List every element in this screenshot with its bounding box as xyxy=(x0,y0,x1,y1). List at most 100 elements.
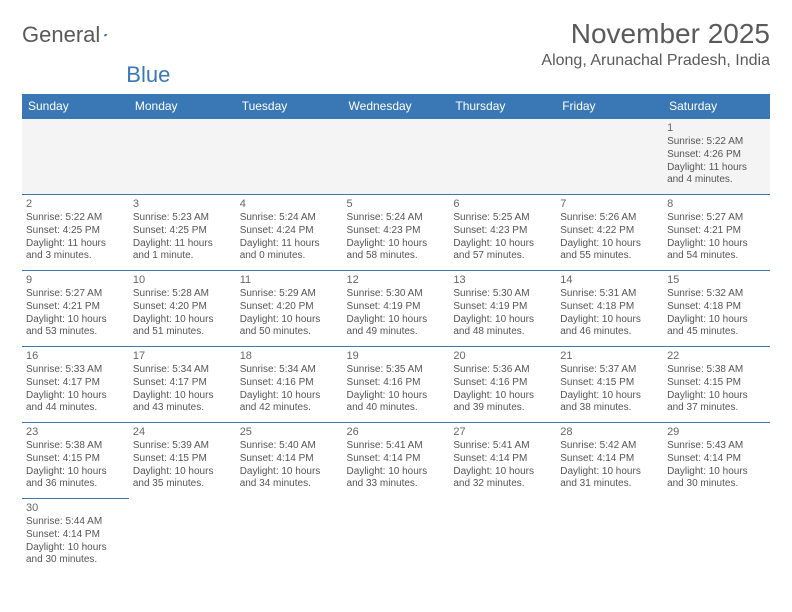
day-number: 4 xyxy=(240,197,339,211)
day-cell: 29Sunrise: 5:43 AMSunset: 4:14 PMDayligh… xyxy=(663,423,770,499)
day-number: 1 xyxy=(667,121,766,135)
day-number: 26 xyxy=(347,425,446,439)
day-number: 20 xyxy=(453,349,552,363)
sunrise-text: Sunrise: 5:24 AM xyxy=(347,212,446,225)
sunrise-text: Sunrise: 5:36 AM xyxy=(453,364,552,377)
dayhead-mon: Monday xyxy=(129,94,236,119)
sunset-text: Sunset: 4:15 PM xyxy=(133,453,232,466)
week-row: 9Sunrise: 5:27 AMSunset: 4:21 PM Daylight… xyxy=(22,271,770,347)
day-cell xyxy=(22,119,129,195)
dayhead-fri: Friday xyxy=(556,94,663,119)
sunrise-text: Sunrise: 5:28 AM xyxy=(133,288,232,301)
daylight-text: Daylight: 10 hours and 30 minutes. xyxy=(667,466,766,492)
day-number: 12 xyxy=(347,273,446,287)
day-number: 14 xyxy=(560,273,659,287)
dayhead-thu: Thursday xyxy=(449,94,556,119)
day-cell: 4Sunrise: 5:24 AMSunset: 4:24 PMDaylight… xyxy=(236,195,343,271)
day-cell: 11Sunrise: 5:29 AMSunset: 4:20 PMDayligh… xyxy=(236,271,343,347)
day-cell: 20Sunrise: 5:36 AMSunset: 4:16 PMDayligh… xyxy=(449,347,556,423)
day-cell: 5Sunrise: 5:24 AMSunset: 4:23 PMDaylight… xyxy=(343,195,450,271)
dayhead-sat: Saturday xyxy=(663,94,770,119)
sunset-text: Sunset: 4:18 PM xyxy=(560,301,659,314)
sunset-text: Sunset: 4:24 PM xyxy=(240,225,339,238)
logo-text-1: General xyxy=(22,22,100,48)
sunrise-text: Sunrise: 5:24 AM xyxy=(240,212,339,225)
daylight-text: Daylight: 10 hours and 44 minutes. xyxy=(26,390,125,416)
day-number: 3 xyxy=(133,197,232,211)
title-block: November 2025 Along, Arunachal Pradesh, … xyxy=(541,18,770,70)
sunrise-text: Sunrise: 5:25 AM xyxy=(453,212,552,225)
daylight-text: Daylight: 10 hours and 31 minutes. xyxy=(560,466,659,492)
day-number: 28 xyxy=(560,425,659,439)
sunrise-text: Sunrise: 5:23 AM xyxy=(133,212,232,225)
daylight-text: Daylight: 10 hours and 49 minutes. xyxy=(347,314,446,340)
sunrise-text: Sunrise: 5:42 AM xyxy=(560,440,659,453)
sunset-text: Sunset: 4:14 PM xyxy=(453,453,552,466)
daylight-text: Daylight: 10 hours and 46 minutes. xyxy=(560,314,659,340)
sunset-text: Sunset: 4:14 PM xyxy=(667,453,766,466)
day-number: 18 xyxy=(240,349,339,363)
day-number: 8 xyxy=(667,197,766,211)
day-cell: 25Sunrise: 5:40 AMSunset: 4:14 PMDayligh… xyxy=(236,423,343,499)
calendar-page: General November 2025 Along, Arunachal P… xyxy=(0,0,792,593)
sunrise-text: Sunrise: 5:31 AM xyxy=(560,288,659,301)
daylight-text: Daylight: 10 hours and 54 minutes. xyxy=(667,238,766,264)
day-number: 17 xyxy=(133,349,232,363)
daylight-text: Daylight: 11 hours and 3 minutes. xyxy=(26,238,125,264)
day-number: 7 xyxy=(560,197,659,211)
sunrise-text: Sunrise: 5:22 AM xyxy=(667,136,766,149)
day-number: 21 xyxy=(560,349,659,363)
sunrise-text: Sunrise: 5:40 AM xyxy=(240,440,339,453)
daylight-text: Daylight: 10 hours and 43 minutes. xyxy=(133,390,232,416)
sunrise-text: Sunrise: 5:34 AM xyxy=(240,364,339,377)
sunrise-text: Sunrise: 5:30 AM xyxy=(347,288,446,301)
day-number: 19 xyxy=(347,349,446,363)
sunrise-text: Sunrise: 5:43 AM xyxy=(667,440,766,453)
day-cell: 30Sunrise: 5:44 AMSunset: 4:14 PMDayligh… xyxy=(22,499,129,575)
day-number: 9 xyxy=(26,273,125,287)
sunset-text: Sunset: 4:21 PM xyxy=(667,225,766,238)
day-cell: 14Sunrise: 5:31 AMSunset: 4:18 PMDayligh… xyxy=(556,271,663,347)
day-cell: 1Sunrise: 5:22 AMSunset: 4:26 PMDaylight… xyxy=(663,119,770,195)
sunrise-text: Sunrise: 5:35 AM xyxy=(347,364,446,377)
week-row: 2Sunrise: 5:22 AMSunset: 4:25 PMDaylight… xyxy=(22,195,770,271)
daylight-text: Daylight: 10 hours and 34 minutes. xyxy=(240,466,339,492)
sunset-text: Sunset: 4:20 PM xyxy=(133,301,232,314)
sunrise-text: Sunrise: 5:44 AM xyxy=(26,516,125,529)
daylight-text: Daylight: 10 hours and 58 minutes. xyxy=(347,238,446,264)
daylight-text: Daylight: 10 hours and 32 minutes. xyxy=(453,466,552,492)
dayhead-wed: Wednesday xyxy=(343,94,450,119)
day-cell: 10Sunrise: 5:28 AMSunset: 4:20 PMDayligh… xyxy=(129,271,236,347)
sunset-text: Sunset: 4:14 PM xyxy=(347,453,446,466)
day-cell: 2Sunrise: 5:22 AMSunset: 4:25 PMDaylight… xyxy=(22,195,129,271)
sunrise-text: Sunrise: 5:41 AM xyxy=(347,440,446,453)
sunset-text: Sunset: 4:14 PM xyxy=(560,453,659,466)
daylight-text: Daylight: 10 hours and 57 minutes. xyxy=(453,238,552,264)
day-number: 15 xyxy=(667,273,766,287)
sunset-text: Sunset: 4:21 PM xyxy=(26,301,125,314)
day-number: 5 xyxy=(347,197,446,211)
sunset-text: Sunset: 4:16 PM xyxy=(347,377,446,390)
sunset-text: Sunset: 4:19 PM xyxy=(453,301,552,314)
day-number: 24 xyxy=(133,425,232,439)
day-cell: 7Sunrise: 5:26 AMSunset: 4:22 PMDaylight… xyxy=(556,195,663,271)
dayhead-sun: Sunday xyxy=(22,94,129,119)
day-cell xyxy=(556,119,663,195)
day-cell xyxy=(556,499,663,575)
daylight-text: Daylight: 10 hours and 38 minutes. xyxy=(560,390,659,416)
sunrise-text: Sunrise: 5:34 AM xyxy=(133,364,232,377)
sunrise-text: Sunrise: 5:27 AM xyxy=(26,288,125,301)
day-cell xyxy=(343,119,450,195)
week-row: 1Sunrise: 5:22 AMSunset: 4:26 PMDaylight… xyxy=(22,119,770,195)
day-number: 13 xyxy=(453,273,552,287)
calendar-body: 1Sunrise: 5:22 AMSunset: 4:26 PMDaylight… xyxy=(22,119,770,575)
day-cell: 15Sunrise: 5:32 AMSunset: 4:18 PMDayligh… xyxy=(663,271,770,347)
day-cell: 21Sunrise: 5:37 AMSunset: 4:15 PMDayligh… xyxy=(556,347,663,423)
day-cell xyxy=(663,499,770,575)
day-cell: 16Sunrise: 5:33 AMSunset: 4:17 PMDayligh… xyxy=(22,347,129,423)
day-cell: 13Sunrise: 5:30 AMSunset: 4:19 PMDayligh… xyxy=(449,271,556,347)
sunset-text: Sunset: 4:18 PM xyxy=(667,301,766,314)
day-cell xyxy=(129,119,236,195)
day-cell xyxy=(129,499,236,575)
calendar-table: Sunday Monday Tuesday Wednesday Thursday… xyxy=(22,94,770,575)
